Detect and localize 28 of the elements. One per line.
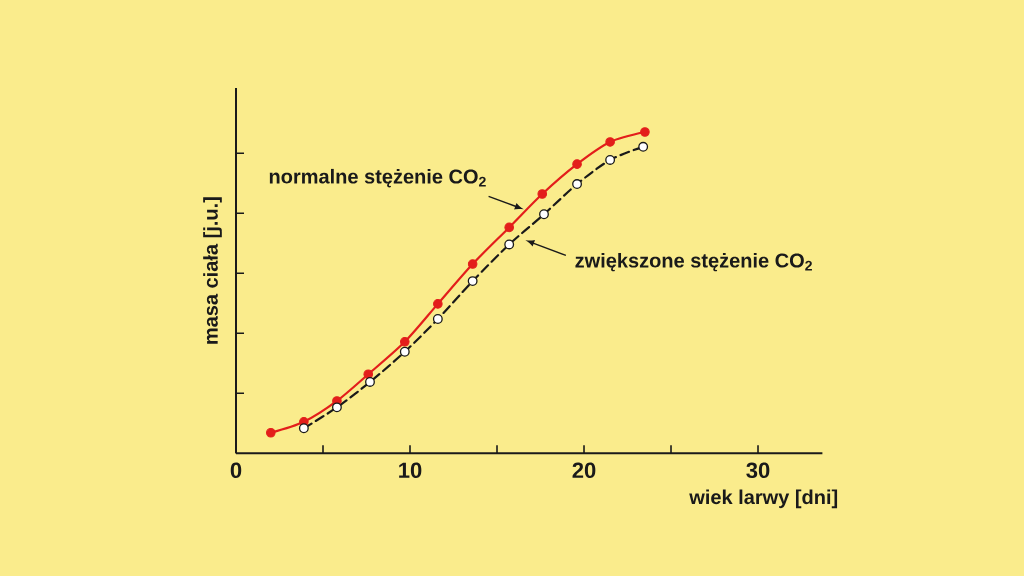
- point: [640, 127, 650, 137]
- point: [572, 159, 582, 169]
- point: [572, 179, 582, 189]
- point: [365, 377, 375, 387]
- x-tick-label: 30: [746, 462, 770, 479]
- x-tick-label: 20: [572, 462, 596, 479]
- x-tick-label: 10: [399, 462, 422, 479]
- point: [638, 141, 649, 152]
- point: [504, 239, 515, 250]
- point: [432, 314, 443, 324]
- x-tick-label: 0: [230, 462, 242, 479]
- annotation: zwiększone stężenie CO$_{2}$: [575, 252, 812, 272]
- point: [331, 402, 342, 413]
- y-axis-title: masa ciała [j.u.]: [203, 197, 222, 344]
- point: [467, 259, 478, 269]
- point: [399, 346, 410, 357]
- point: [298, 423, 309, 434]
- point: [539, 209, 549, 220]
- point: [266, 427, 276, 438]
- point: [399, 337, 410, 347]
- point: [605, 155, 616, 165]
- annotation: normalne stężenie CO$_{2}$: [269, 168, 486, 188]
- point: [433, 299, 443, 309]
- point: [537, 189, 548, 199]
- point: [504, 222, 514, 233]
- x-axis-title: wiek larwy [dni]: [689, 489, 838, 509]
- point: [605, 137, 615, 147]
- point: [467, 276, 478, 287]
